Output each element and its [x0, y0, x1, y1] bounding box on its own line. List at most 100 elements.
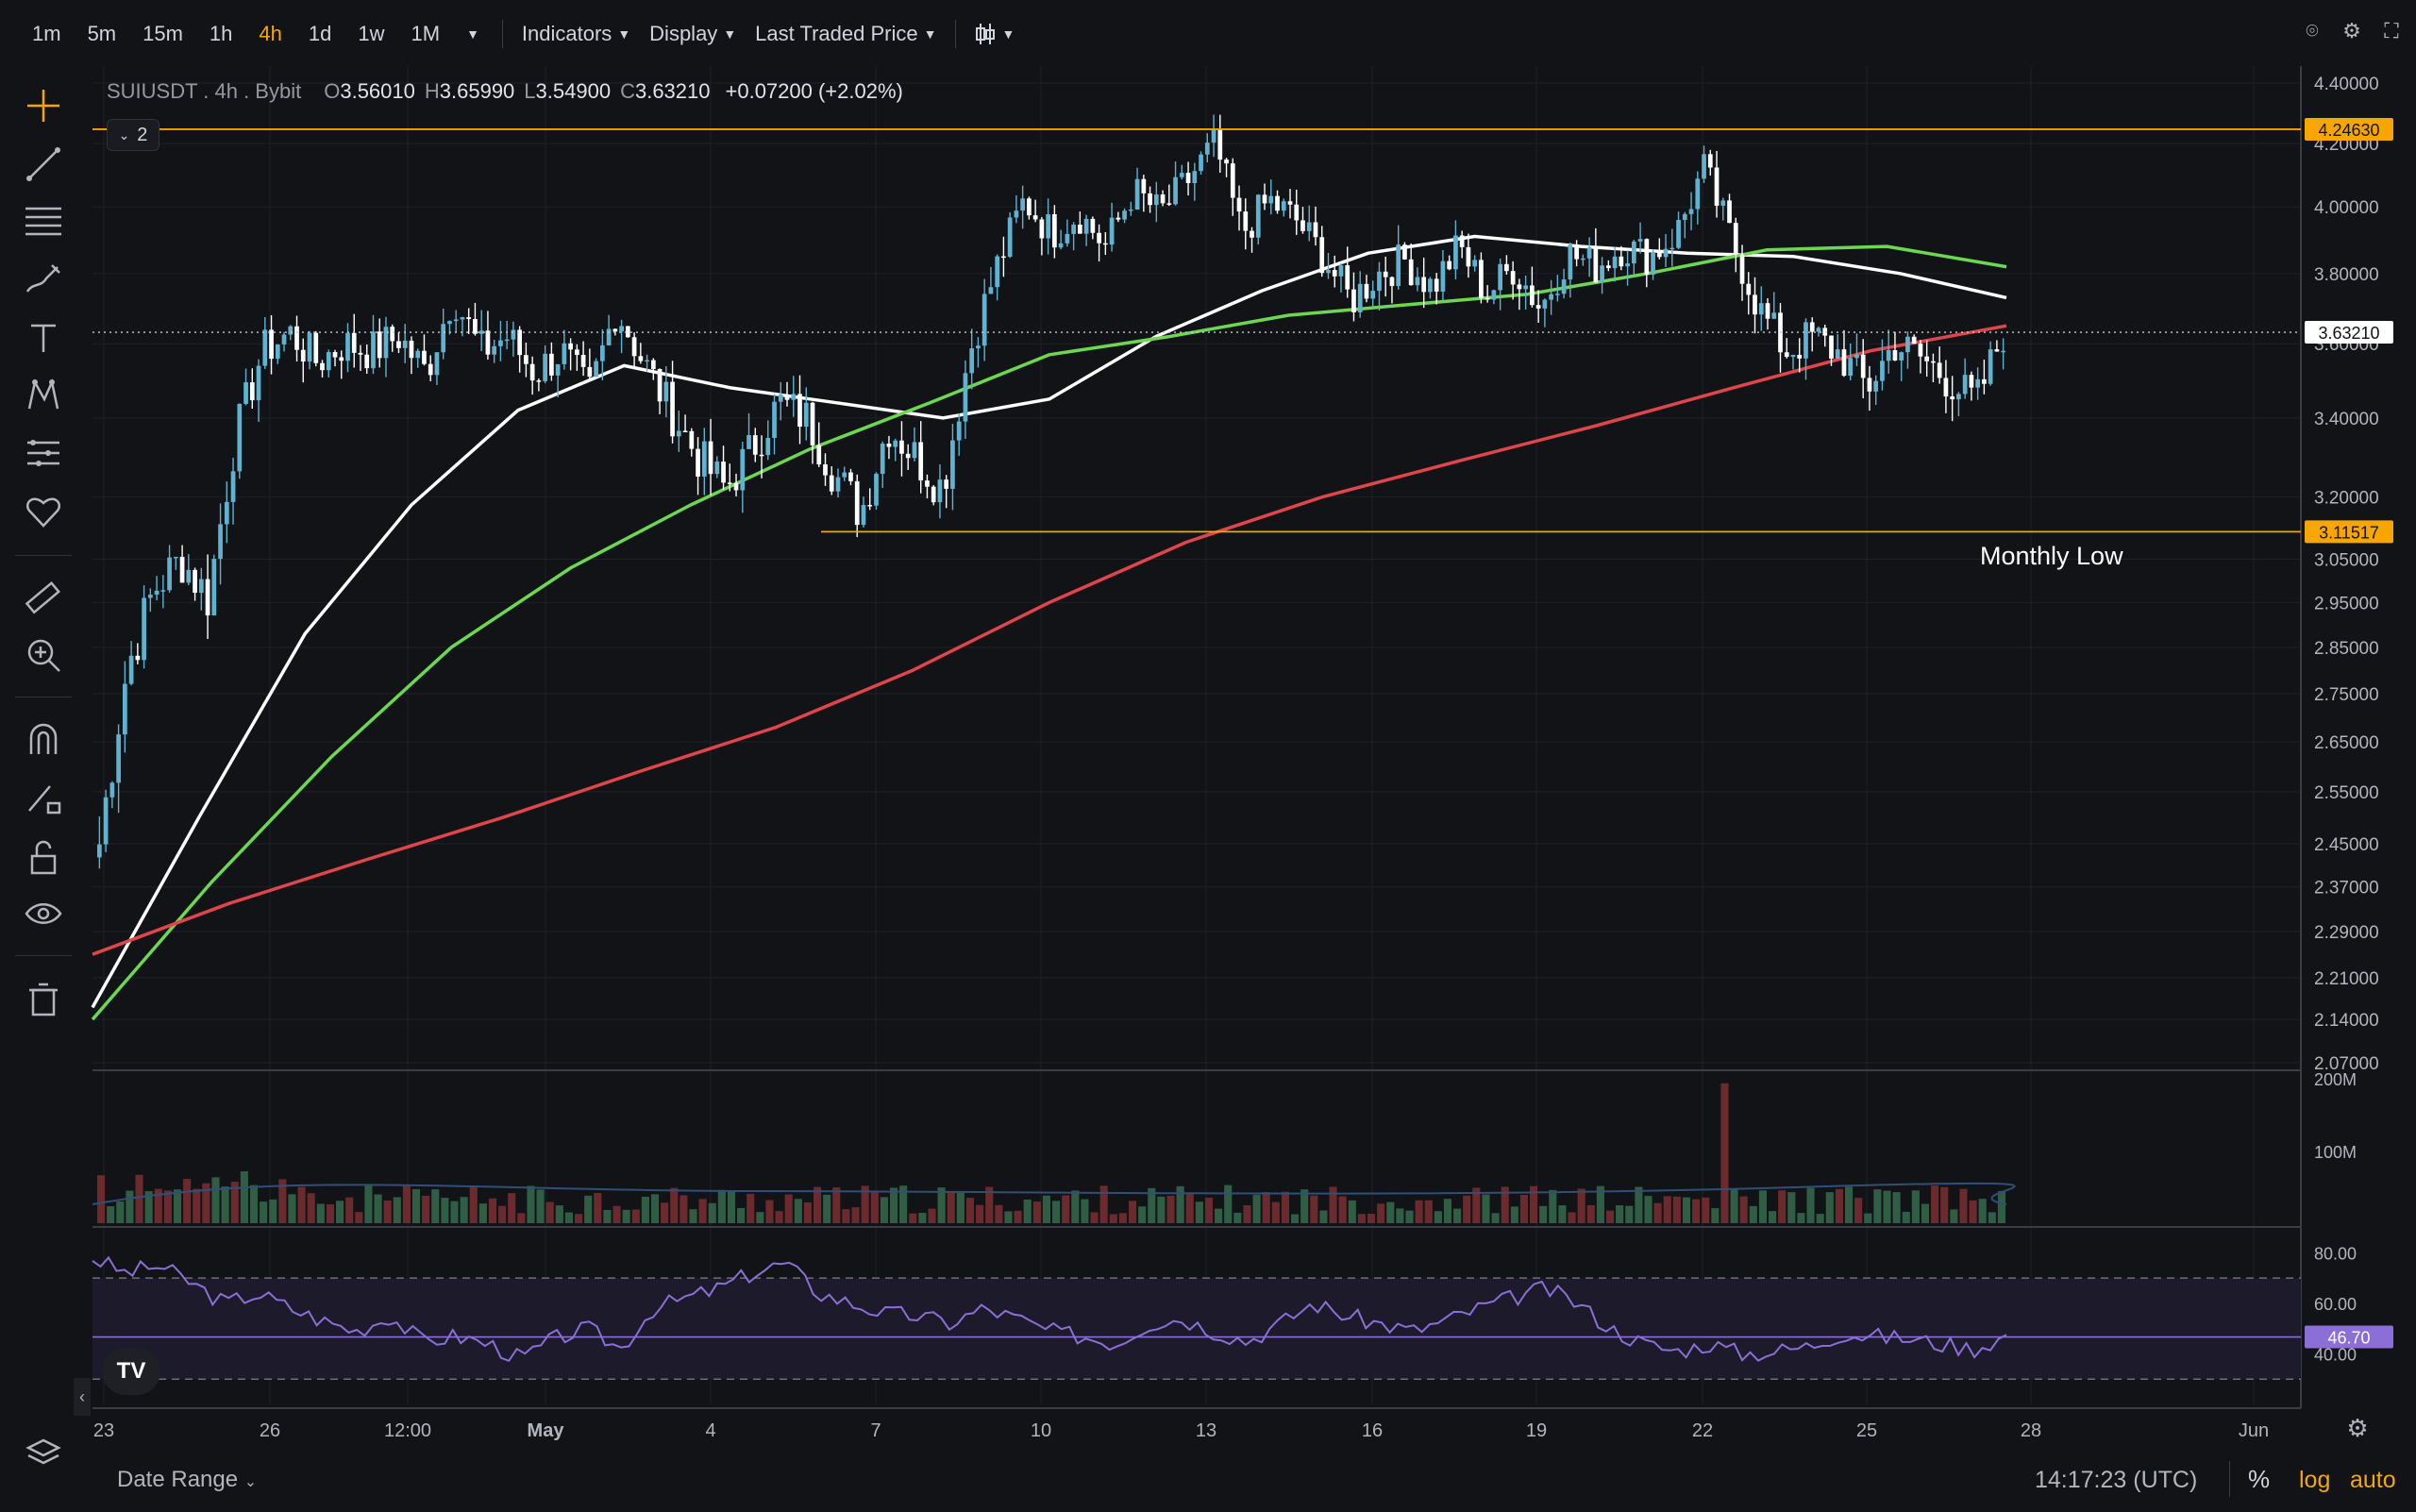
price-source-label: Last Traded Price — [755, 22, 918, 45]
candle-body — [288, 326, 294, 335]
timeframe-1h[interactable]: 1h — [209, 22, 233, 45]
candle-body — [1702, 154, 1706, 179]
zoom-tool[interactable] — [21, 632, 66, 678]
volume-bar — [698, 1199, 707, 1223]
candle-body — [733, 482, 739, 491]
volume-bar — [1271, 1201, 1280, 1223]
candle-body — [1720, 200, 1726, 206]
candle-body — [1083, 218, 1089, 234]
volume-bar — [650, 1194, 660, 1223]
display-menu[interactable]: Display ▼ — [640, 22, 746, 46]
candle-body — [1319, 237, 1325, 274]
price-source-menu[interactable]: Last Traded Price ▼ — [746, 22, 946, 46]
volume-tick-label: 100M — [2314, 1143, 2357, 1162]
ruler-tool[interactable] — [21, 576, 66, 621]
indicators-toggle[interactable]: ⌄ 2 — [107, 119, 159, 151]
text-tool[interactable] — [21, 315, 66, 361]
candle-body — [422, 350, 427, 364]
rsi-tick-label: 40.00 — [2314, 1345, 2357, 1364]
candle-body — [205, 579, 210, 616]
candle-body — [645, 360, 649, 362]
candle-body — [562, 343, 567, 364]
volume-bars — [92, 1083, 2016, 1223]
collapse-toolbar-icon[interactable]: ‹ — [74, 1378, 91, 1416]
volume-bar — [928, 1208, 936, 1223]
candle-body — [1102, 243, 1108, 245]
percent-scale-toggle[interactable]: % — [2248, 1465, 2271, 1493]
timeframe-4h[interactable]: 4h — [259, 22, 282, 45]
candle-body — [307, 332, 312, 362]
x-tick-label: Jun — [2239, 1420, 2269, 1441]
pattern-tool[interactable] — [21, 372, 66, 417]
candle-body — [1924, 356, 1930, 361]
chart-type-menu[interactable]: ▼ — [965, 22, 1024, 46]
candle-body — [1236, 197, 1242, 212]
fullscreen-icon[interactable]: ⛶ — [2384, 19, 2399, 42]
volume-bar — [498, 1205, 507, 1223]
symbol-label[interactable]: SUIUSDT . 4h . Bybit — [107, 79, 302, 103]
volume-bar — [297, 1186, 306, 1223]
volume-bar — [814, 1186, 822, 1223]
volume-bar — [889, 1187, 898, 1223]
timeframe-15m[interactable]: 15m — [143, 22, 183, 45]
divider — [501, 20, 503, 48]
price-axis[interactable]: 4.400004.200004.000003.800003.600003.400… — [2305, 75, 2393, 1364]
candle-body — [784, 395, 790, 400]
timeframe-1w[interactable]: 1w — [358, 22, 385, 45]
magnet-tool[interactable] — [21, 717, 66, 763]
volume-bar — [1281, 1191, 1289, 1223]
utc-clock[interactable]: 14:17:23 (UTC) — [2035, 1467, 2198, 1493]
volume-bar — [1491, 1213, 1500, 1223]
volume-bar — [460, 1197, 468, 1223]
volume-bar — [1405, 1210, 1414, 1223]
delete-tool[interactable] — [21, 976, 66, 1021]
favorites-tool[interactable] — [21, 489, 66, 534]
y-tick-label: 4.00000 — [2314, 198, 2379, 218]
lock-tool[interactable] — [21, 834, 66, 880]
volume-bar — [1023, 1199, 1032, 1223]
crosshair-tool[interactable] — [21, 83, 66, 128]
axis-settings-gear-icon[interactable]: ⚙ — [2346, 1415, 2368, 1443]
x-tick-label: 10 — [1031, 1420, 1051, 1441]
rsi-band-fill — [92, 1278, 2301, 1380]
volume-bar — [737, 1207, 746, 1223]
y-tick-label: 4.40000 — [2314, 75, 2379, 94]
candle-body — [473, 319, 478, 334]
candle-body — [791, 394, 797, 400]
timeframe-1d[interactable]: 1d — [308, 22, 332, 45]
auto-scale-toggle[interactable]: auto — [2350, 1467, 2396, 1493]
volume-bar — [1558, 1205, 1567, 1223]
trendline-tool[interactable] — [21, 142, 66, 187]
layers-icon[interactable] — [25, 1435, 62, 1472]
brush-tool[interactable] — [21, 257, 66, 302]
gear-icon[interactable]: ⚙ — [2342, 19, 2361, 42]
timeframe-1m[interactable]: 1m — [32, 22, 61, 45]
volume-bar — [1195, 1201, 1203, 1223]
ma-line-white — [91, 234, 2007, 1009]
camera-icon[interactable]: ⌾ — [2306, 19, 2319, 42]
candle-body — [670, 381, 675, 437]
candle-body — [1466, 246, 1471, 267]
candle-body — [1281, 201, 1286, 211]
visibility-tool[interactable] — [21, 891, 66, 936]
fib-tool[interactable] — [21, 430, 66, 476]
timeframe-5m[interactable]: 5m — [87, 22, 117, 45]
monthly-low-annotation[interactable]: Monthly Low — [1980, 542, 2123, 570]
horizontal-lines-tool[interactable] — [21, 198, 66, 244]
y-tick-label: 3.05000 — [2314, 550, 2379, 570]
lock-drawing-tool[interactable] — [21, 776, 66, 821]
volume-bar — [1902, 1211, 1910, 1223]
volume-bar — [851, 1207, 860, 1223]
timeframe-1M[interactable]: 1M — [411, 22, 441, 45]
date-range-menu[interactable]: Date Range ⌄ — [117, 1467, 257, 1493]
candle-body — [982, 294, 987, 346]
indicators-menu[interactable]: Indicators ▼ — [512, 22, 640, 46]
volume-bar — [336, 1201, 344, 1223]
log-scale-toggle[interactable]: log — [2299, 1467, 2331, 1493]
candle-body — [829, 475, 834, 492]
candle-body — [1224, 160, 1229, 164]
volume-bar — [575, 1214, 583, 1223]
timeframe-dropdown-icon[interactable]: ▼ — [466, 26, 479, 42]
time-axis[interactable]: 23 26 12:00 May 4 7 10 13 16 19 22 25 28 Jun ⚙ — [93, 1415, 2369, 1443]
